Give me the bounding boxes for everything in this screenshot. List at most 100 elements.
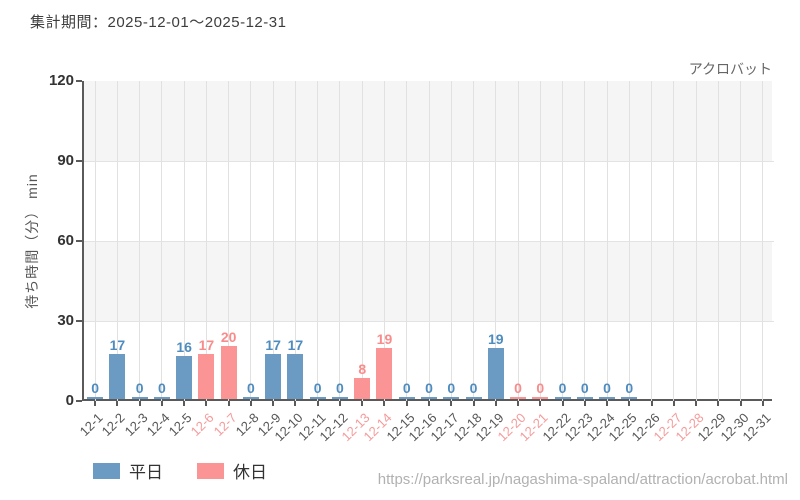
y-tick-mark [76,80,82,82]
bar [198,354,215,399]
x-tick-mark [183,401,186,406]
y-tick-mark [76,320,82,322]
y-tick-label: 60 [57,232,74,249]
x-tick-mark [561,401,564,406]
x-tick-mark [160,401,163,406]
x-gridline [495,81,497,401]
x-gridline [740,81,742,401]
x-tick-mark [695,401,698,406]
bar-value-label: 8 [358,361,367,377]
x-tick-mark [383,401,386,406]
bar [421,397,437,399]
bar [220,346,237,399]
x-tick-mark [428,401,430,406]
bar-value-label: 0 [580,380,589,396]
bar [510,397,527,399]
bar [398,397,415,399]
legend-item-weekday: 平日 [93,458,163,483]
bar [487,348,504,399]
bar-value-label: 0 [425,380,433,396]
bar [153,397,170,399]
bar-value-label: 0 [135,380,144,396]
x-gridline [450,81,452,401]
y-tick-mark [76,240,82,242]
x-gridline [717,81,719,401]
bar-value-label: 0 [402,380,411,396]
x-gridline [272,81,274,401]
x-gridline [94,81,96,401]
y-tick-label: 30 [57,312,74,329]
bar [576,397,593,399]
x-gridline [339,81,341,401]
x-tick-mark [650,401,653,406]
x-tick-mark [316,401,319,406]
bar-value-label: 16 [176,339,192,355]
y-tick-mark [76,400,82,402]
bar-value-label: 17 [198,337,215,353]
x-gridline [539,81,541,401]
x-gridline [116,81,118,401]
x-gridline [139,81,141,401]
y-tick-label: 90 [57,152,74,169]
x-gridline [584,81,586,401]
bar [354,378,371,399]
bar [621,397,638,399]
bar-value-label: 0 [157,380,166,396]
x-tick-mark [583,401,586,406]
x-gridline [361,81,363,401]
legend-item-holiday: 休日 [197,458,267,483]
bar-value-label: 0 [469,380,478,396]
bar-value-label: 17 [265,337,281,353]
bar [465,397,482,399]
x-tick-mark [338,401,341,406]
bar-value-label: 0 [336,380,344,396]
holiday-swatch-icon [197,462,224,479]
x-tick-mark [739,401,742,406]
x-gridline [317,81,319,401]
y-tick-label: 120 [48,72,74,89]
x-gridline [473,81,475,401]
bar-value-label: 0 [247,380,255,396]
bar-value-label: 0 [91,380,100,396]
bar-value-label: 19 [487,331,504,347]
x-gridline [428,81,430,401]
bar-value-label: 0 [536,380,545,396]
x-gridline [183,81,185,401]
x-tick-mark [94,401,97,406]
bar [331,397,348,399]
x-gridline [628,81,630,401]
x-gridline [406,81,408,401]
x-tick-mark [272,401,275,406]
x-tick-mark [672,401,675,406]
bar-value-label: 0 [313,380,322,396]
bar-value-label: 17 [109,337,126,353]
bar [131,397,148,399]
x-tick-mark [205,401,208,406]
x-tick-mark [294,401,297,406]
bar-value-label: 0 [447,380,456,396]
x-tick-mark [227,401,230,406]
bar-value-label: 0 [514,380,522,396]
bar-value-label: 0 [625,380,634,396]
weekday-swatch-icon [93,462,120,479]
bar [554,397,571,399]
x-tick-mark [138,401,141,406]
legend-label-holiday: 休日 [233,463,267,482]
x-gridline [562,81,564,401]
bar [87,397,104,399]
x-tick-mark [249,401,252,406]
bar [443,397,460,399]
x-tick-mark [717,401,720,406]
legend: 平日 休日 [93,458,267,483]
bar [376,348,393,399]
x-gridline [695,81,697,401]
attraction-label: アクロバット [688,61,772,77]
x-tick-mark [405,401,408,406]
x-gridline [250,81,252,401]
bar-value-label: 0 [558,380,567,396]
bar-value-label: 19 [376,331,393,347]
x-tick-mark [606,401,609,406]
x-tick-mark [761,401,764,406]
bar [532,397,549,399]
plot-area: 0 30 60 90 120 12-1 0 12-2 17 12-3 0 12-4 0 12-5 16 12-… [49,72,774,444]
